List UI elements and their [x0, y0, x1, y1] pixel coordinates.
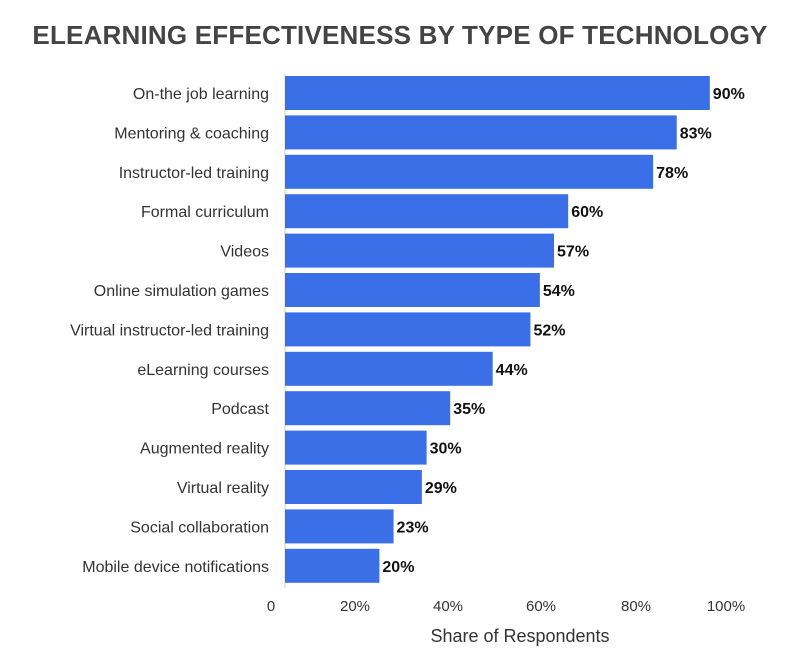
category-label: Social collaboration [130, 519, 269, 536]
category-label: Virtual instructor-led training [70, 322, 269, 339]
chart-title: ELEARNING EFFECTIVENESS BY TYPE OF TECHN… [32, 20, 768, 50]
bar [285, 76, 710, 110]
bar [285, 115, 677, 150]
category-label: Augmented reality [140, 441, 269, 458]
value-label: 78% [656, 165, 688, 182]
value-label: 57% [557, 244, 589, 261]
bar [285, 548, 380, 583]
value-label: 29% [425, 480, 457, 497]
value-label: 44% [496, 362, 528, 379]
value-label: 83% [680, 125, 712, 142]
x-tick-label: 40% [433, 598, 463, 615]
x-tick-label: 80% [621, 598, 651, 615]
bar [285, 233, 555, 268]
category-label: Virtual reality [177, 480, 269, 497]
bar [285, 273, 540, 307]
category-label: Videos [220, 244, 269, 261]
value-label: 20% [382, 559, 414, 576]
value-label: 54% [543, 283, 575, 300]
category-label: Instructor-led training [119, 165, 269, 182]
bar [285, 430, 427, 465]
category-label: eLearning courses [137, 362, 269, 379]
category-label: Online simulation games [94, 283, 269, 300]
category-label: Mobile device notifications [82, 559, 269, 576]
category-label: Mentoring & coaching [114, 125, 269, 142]
category-label: Podcast [211, 401, 269, 418]
value-label: 35% [453, 401, 485, 418]
value-label: 23% [397, 519, 429, 536]
x-tick-label: 20% [340, 598, 370, 615]
bar [285, 194, 569, 229]
bar [285, 312, 531, 347]
category-label: On-the job learning [133, 86, 269, 103]
x-tick-label: 0 [267, 598, 275, 615]
bar [285, 351, 493, 386]
x-tick-label: 100% [707, 598, 745, 615]
value-label: 30% [430, 441, 462, 458]
category-label: Formal curriculum [141, 204, 269, 221]
bar [285, 470, 422, 504]
x-axis-title: Share of Respondents [430, 626, 609, 646]
bar [285, 154, 654, 189]
value-label: 60% [571, 204, 603, 221]
value-label: 90% [713, 86, 745, 103]
bar [285, 509, 394, 544]
bar [285, 391, 451, 426]
value-label: 52% [533, 322, 565, 339]
x-tick-label: 60% [526, 598, 556, 615]
